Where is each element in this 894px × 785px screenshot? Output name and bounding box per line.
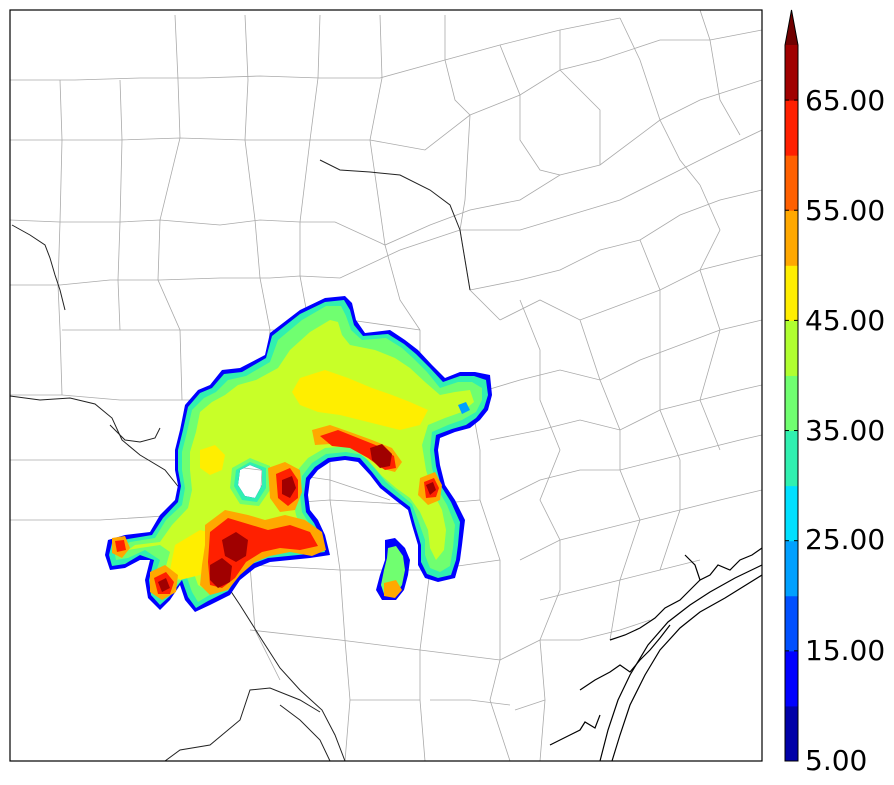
colorbar-band: [785, 210, 798, 266]
colorbar-tick-label: 45.00: [805, 304, 885, 337]
echo-blue-spot-ne: [458, 402, 470, 414]
colorbar-band: [785, 430, 798, 487]
echo-yellow-patch-west: [200, 445, 225, 475]
colorbar-band: [785, 705, 798, 762]
echo-yellow-core: [292, 370, 428, 430]
colorbar-band: [785, 320, 798, 376]
echo-darkred-core-6: [158, 578, 170, 592]
colorbar-tick-label: 55.00: [805, 194, 885, 227]
echo-darkred-core-4: [426, 482, 436, 495]
echo-orange-cell-south: [384, 580, 402, 598]
colorbar-tick-label: 35.00: [805, 414, 885, 447]
colorbar-tick-label: 25.00: [805, 523, 885, 556]
colorbar-extend-arrow: [785, 10, 798, 45]
colorbar-band: [785, 485, 798, 542]
colorbar-band: [785, 375, 798, 432]
map-frame: [9, 9, 763, 762]
echo-darkred-core-5: [282, 476, 296, 498]
colorbar-tick-labels: 5.00 15.00 25.00 35.00 45.00 55.00 65.00: [805, 84, 885, 777]
colorbar-tick-label: 15.00: [805, 634, 885, 667]
colorbar: [784, 9, 799, 762]
colorbar-band: [785, 155, 798, 211]
echo-darkred-core-1: [222, 532, 248, 562]
colorbar-band: [785, 45, 798, 101]
gulf-coastline: [549, 547, 762, 761]
colorbar-band: [785, 265, 798, 321]
colorbar-tick-label: 65.00: [805, 84, 885, 117]
echo-red-cell-w2: [115, 540, 126, 552]
colorbar-band: [785, 650, 798, 707]
map-panel: [10, 10, 762, 761]
colorbar-band: [785, 540, 798, 597]
echo-darkred-core-3: [370, 444, 392, 468]
echo-darkred-core-2: [210, 558, 232, 588]
colorbar-band: [785, 595, 798, 652]
reflectivity-field: [105, 296, 492, 612]
colorbar-band: [785, 100, 798, 156]
colorbar-tick-label: 5.00: [805, 744, 867, 777]
